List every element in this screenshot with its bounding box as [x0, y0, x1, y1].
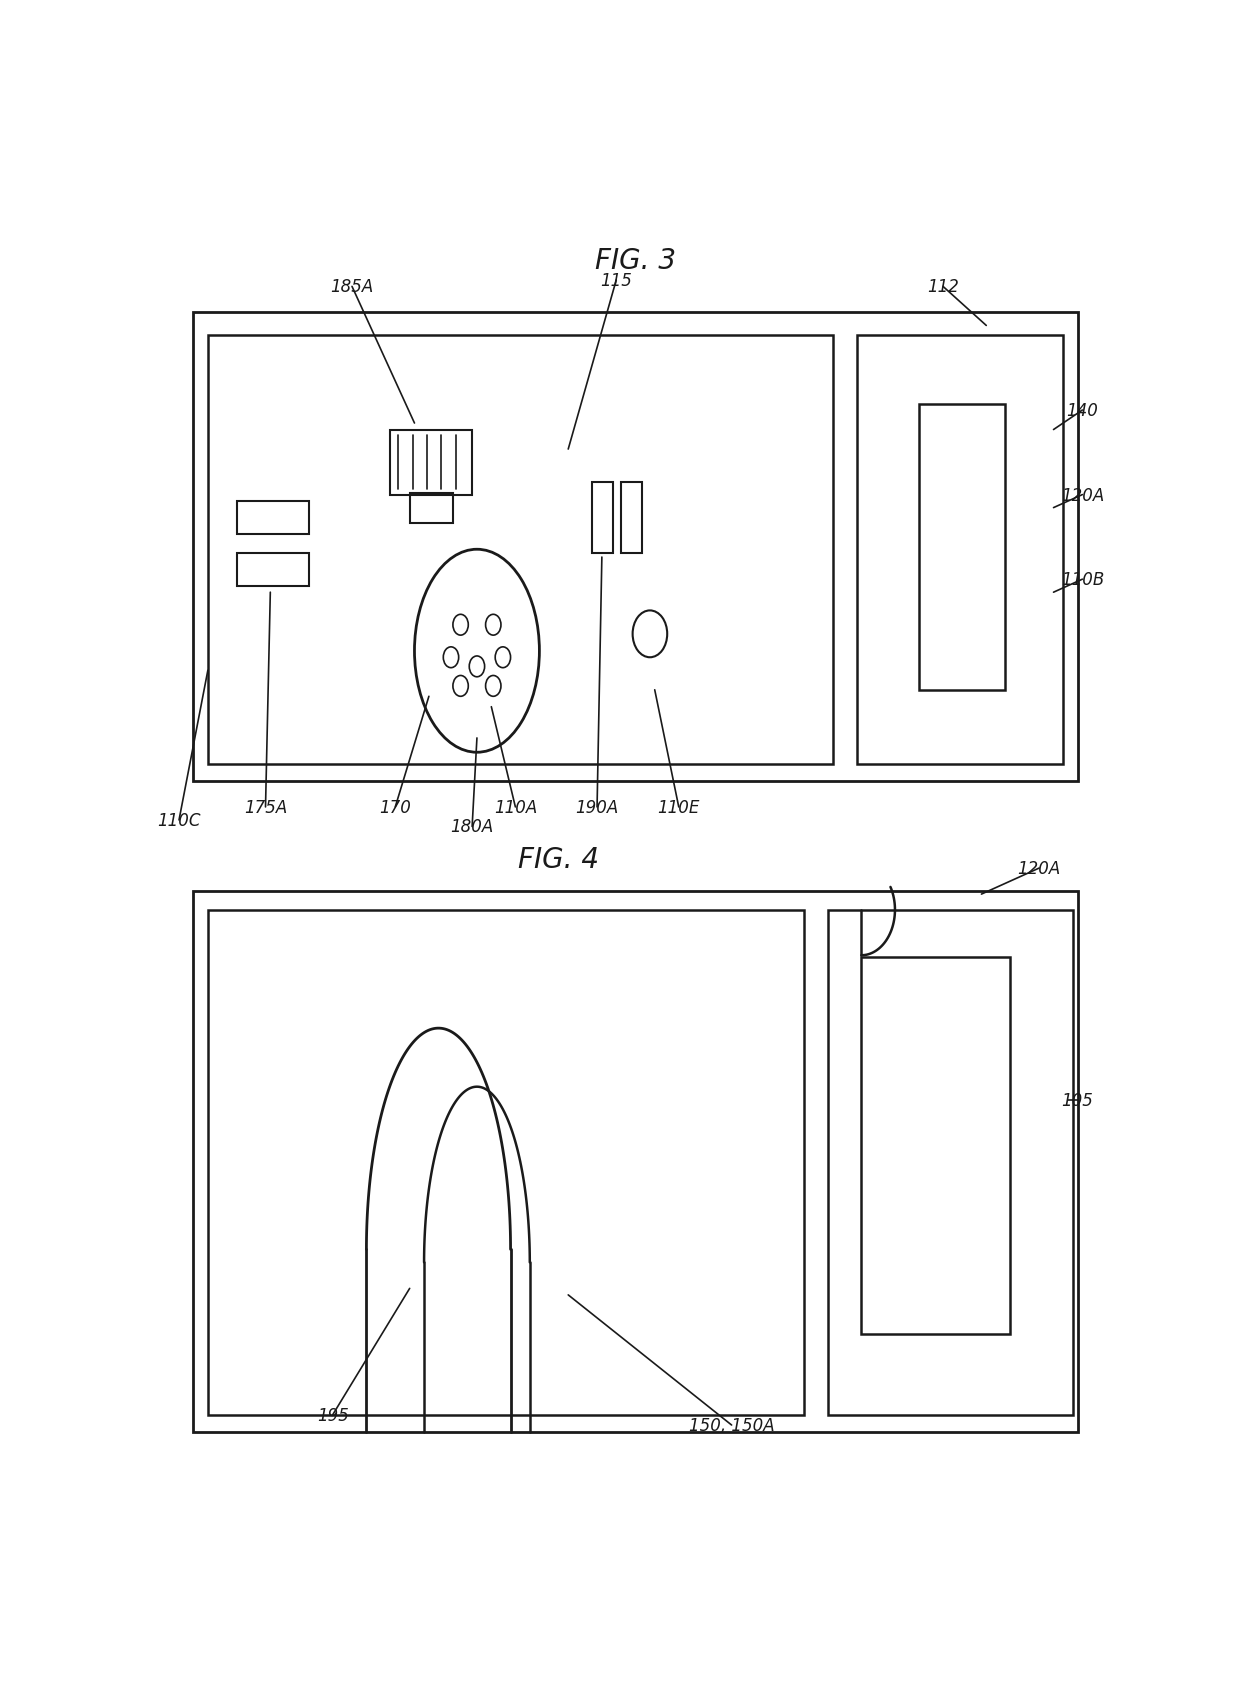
- Text: 195: 195: [317, 1405, 348, 1424]
- Bar: [919, 404, 1006, 691]
- Text: 140: 140: [1066, 402, 1099, 421]
- Bar: [593, 483, 614, 554]
- Text: 110E: 110E: [657, 799, 699, 816]
- Text: 175A: 175A: [244, 799, 288, 816]
- Text: 110B: 110B: [1060, 571, 1104, 589]
- Text: 170: 170: [379, 799, 412, 816]
- Bar: [237, 554, 309, 586]
- Bar: [237, 502, 309, 534]
- Bar: [621, 483, 642, 554]
- Bar: [193, 892, 1078, 1432]
- Bar: [857, 336, 1063, 765]
- Text: 112: 112: [928, 279, 959, 296]
- Text: FIG. 4: FIG. 4: [518, 846, 599, 873]
- Text: 115: 115: [600, 272, 632, 291]
- Bar: [208, 336, 832, 765]
- Text: 150, 150A: 150, 150A: [688, 1415, 775, 1434]
- Text: 105: 105: [1061, 1091, 1094, 1110]
- Text: FIG. 3: FIG. 3: [595, 247, 676, 275]
- Text: 110A: 110A: [494, 799, 537, 816]
- Bar: [409, 493, 453, 524]
- Bar: [391, 431, 472, 495]
- Text: 120A: 120A: [1018, 860, 1060, 878]
- Text: 180A: 180A: [450, 817, 494, 836]
- Bar: [208, 910, 804, 1415]
- Text: 120A: 120A: [1060, 486, 1104, 505]
- Bar: [828, 910, 1073, 1415]
- Bar: [862, 958, 1011, 1334]
- Text: 185A: 185A: [330, 279, 373, 296]
- Bar: [193, 312, 1078, 782]
- Text: 110C: 110C: [157, 811, 201, 829]
- Text: 190A: 190A: [575, 799, 619, 816]
